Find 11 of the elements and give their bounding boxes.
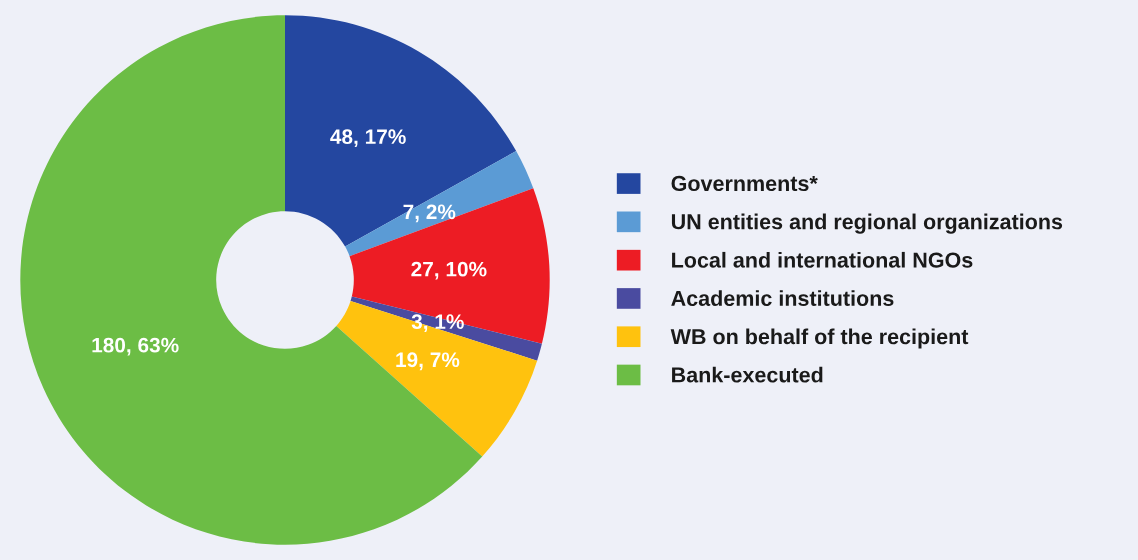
legend-label: WB on behalf of the recipient — [670, 328, 969, 349]
data-label: 19, 7% — [396, 352, 460, 371]
data-label: 27, 10% — [411, 261, 487, 280]
legend-label: Governments* — [671, 175, 818, 192]
legend-label: UN entities and regional organizations — [671, 213, 1063, 234]
legend-label: Academic institutions — [671, 290, 894, 306]
data-label: 180, 63% — [92, 337, 179, 356]
legend-label: Bank-executed — [672, 366, 823, 383]
data-label: 7, 2% — [403, 204, 456, 223]
legend-label: Local and international NGOs — [672, 251, 973, 268]
data-label: 48, 17% — [330, 129, 406, 148]
